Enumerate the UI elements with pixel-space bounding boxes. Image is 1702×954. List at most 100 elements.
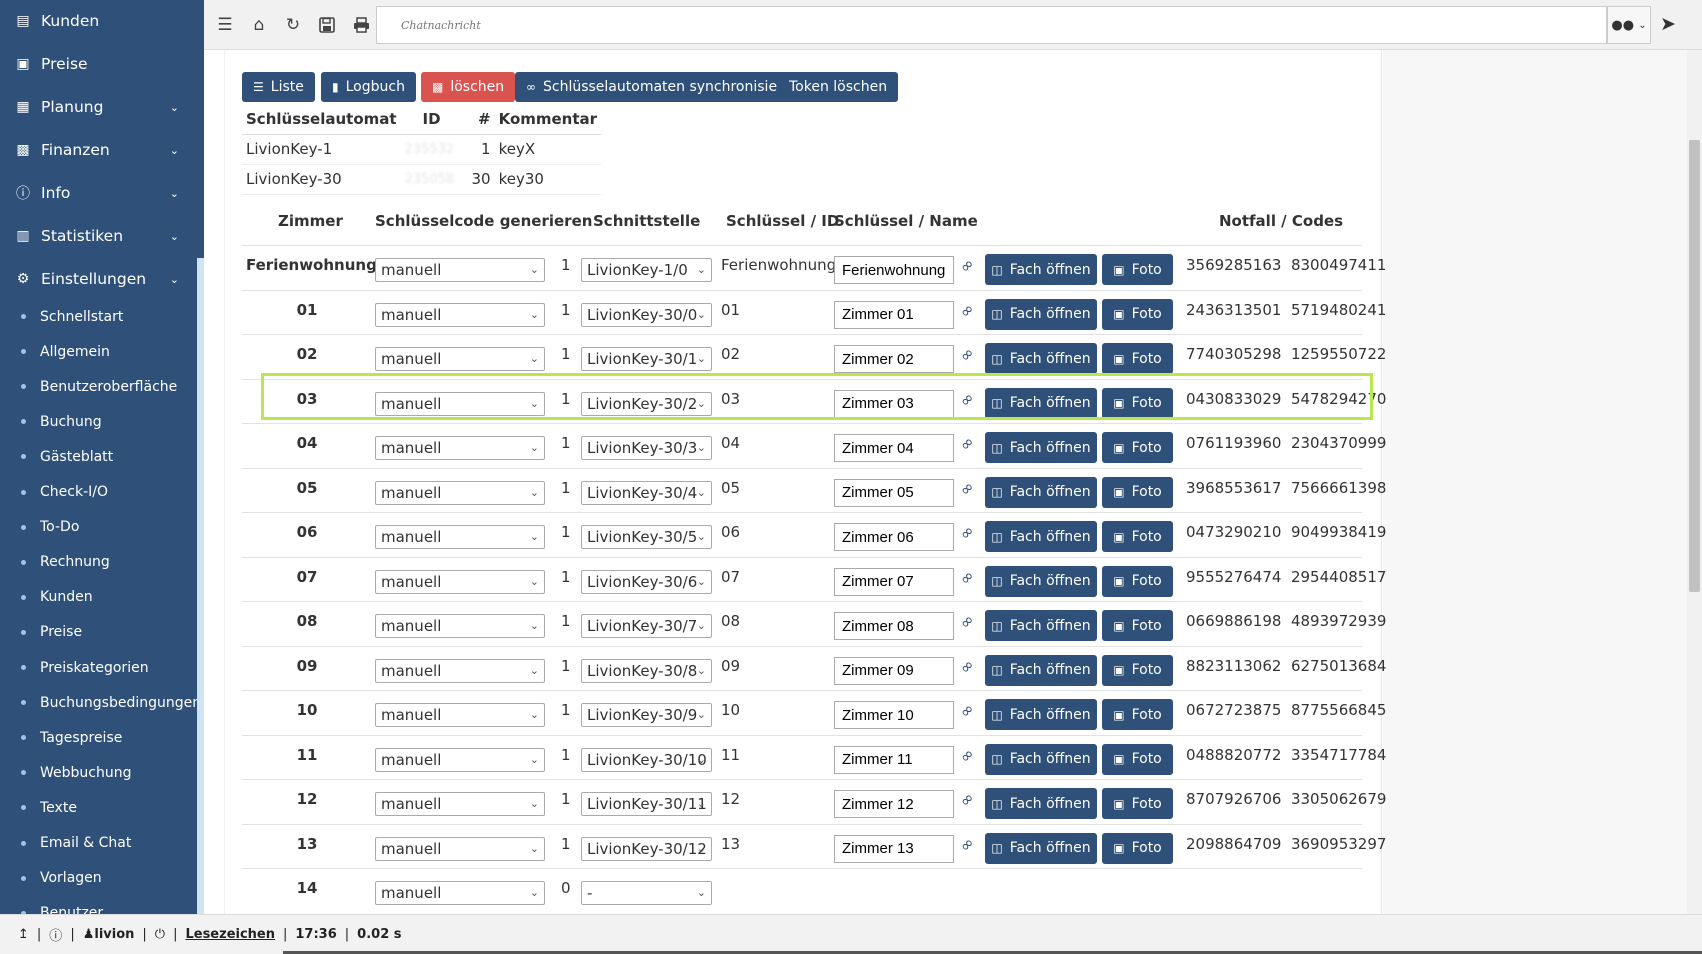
code-select[interactable]: manuell ⌄	[375, 391, 545, 416]
key-name-input[interactable]	[834, 523, 954, 551]
code-select[interactable]: manuell ⌄	[375, 836, 545, 861]
key-name-input[interactable]	[834, 701, 954, 729]
link-icon[interactable]: ∞	[955, 254, 979, 277]
photo-button[interactable]: ▣ Foto	[1102, 254, 1173, 285]
print-icon[interactable]	[349, 13, 373, 37]
key-name-input[interactable]	[834, 434, 954, 462]
open-compartment-button[interactable]: ◫ Fach öffnen	[985, 788, 1097, 819]
link-icon[interactable]: ∞	[955, 387, 979, 411]
key-name-input[interactable]	[834, 790, 954, 818]
sidebar-subitem[interactable]: Buchungsbedingungen	[0, 685, 201, 720]
sidebar-item-kunden[interactable]: ▤ Kunden	[0, 0, 197, 42]
photo-button[interactable]: ▣ Foto	[1102, 343, 1173, 374]
code-select[interactable]: manuell ⌄	[375, 347, 545, 371]
key-name-input[interactable]	[834, 567, 954, 596]
code-select[interactable]: manuell ⌄	[375, 658, 545, 683]
key-name-input[interactable]	[834, 612, 954, 640]
sidebar-subitem[interactable]: To-Do	[0, 510, 197, 545]
chat-message-input[interactable]	[376, 6, 1607, 44]
sidebar-subitem[interactable]: Rechnung	[0, 545, 197, 580]
power-icon[interactable]: ⏻	[154, 927, 166, 942]
scroll-up-icon[interactable]: ↥	[18, 927, 29, 942]
photo-button[interactable]: ▣ Foto	[1102, 654, 1173, 686]
code-select[interactable]: manuell ⌄	[375, 747, 545, 772]
key-name-input[interactable]	[834, 478, 954, 507]
key-name-input[interactable]	[834, 256, 954, 284]
code-select[interactable]: manuell ⌄	[375, 792, 545, 816]
open-compartment-button[interactable]: ◫ Fach öffnen	[985, 254, 1097, 285]
link-icon[interactable]: ∞	[955, 654, 979, 678]
sidebar-subitem[interactable]: Benutzer	[0, 896, 197, 914]
send-icon[interactable]: ➤	[1660, 13, 1676, 35]
code-select[interactable]: manuell ⌄	[375, 569, 545, 594]
sidebar-item-statistiken[interactable]: ▥ Statistiken ⌄	[0, 215, 197, 257]
photo-button[interactable]: ▣ Foto	[1102, 521, 1173, 552]
refresh-icon[interactable]: ↻	[285, 15, 301, 35]
photo-button[interactable]: ▣ Foto	[1102, 387, 1173, 419]
interface-select[interactable]: LivionKey-30/9 ⌄	[581, 703, 712, 727]
sidebar-subitem[interactable]: Vorlagen	[0, 861, 197, 896]
key-name-input[interactable]	[834, 345, 954, 373]
link-icon[interactable]: ∞	[955, 610, 979, 633]
code-select[interactable]: manuell ⌄	[375, 525, 545, 549]
open-compartment-button[interactable]: ◫ Fach öffnen	[985, 476, 1097, 508]
open-compartment-button[interactable]: ◫ Fach öffnen	[985, 432, 1097, 463]
photo-button[interactable]: ▣ Foto	[1102, 699, 1173, 730]
interface-select[interactable]: LivionKey-30/6 ⌄	[581, 569, 712, 594]
sidebar-subitem[interactable]: Preise	[0, 615, 197, 650]
interface-select[interactable]: LivionKey-30/5 ⌄	[581, 525, 712, 549]
key-name-input[interactable]	[834, 834, 954, 863]
sidebar-subitem[interactable]: Webbuchung	[0, 755, 197, 790]
interface-select[interactable]: LivionKey-30/7 ⌄	[581, 614, 712, 638]
sidebar-subitem[interactable]: Preiskategorien	[0, 650, 197, 685]
link-icon[interactable]: ∞	[955, 743, 979, 767]
key-name-input[interactable]	[834, 745, 954, 774]
sidebar-subitem[interactable]: Buchung	[0, 404, 197, 439]
sidebar-subitem[interactable]: Email & Chat	[0, 826, 197, 861]
scrollbar-thumb[interactable]	[1689, 140, 1700, 592]
logbuch-button[interactable]: ▮ Logbuch	[321, 72, 416, 102]
users-dropdown-button[interactable]: ●● ⌄	[1607, 6, 1651, 44]
code-select[interactable]: manuell ⌄	[375, 614, 545, 638]
code-select[interactable]: manuell ⌄	[375, 703, 545, 727]
interface-select[interactable]: LivionKey-30/2 ⌄	[581, 391, 712, 416]
photo-button[interactable]: ▣ Foto	[1102, 476, 1173, 508]
menu-icon[interactable]: ☰	[217, 15, 233, 35]
link-icon[interactable]: ∞	[955, 699, 979, 722]
sidebar-subitem[interactable]: Check-I/O	[0, 475, 197, 510]
interface-select[interactable]: LivionKey-30/10 ⌄	[581, 747, 712, 772]
photo-button[interactable]: ▣ Foto	[1102, 298, 1173, 330]
interface-select[interactable]: LivionKey-30/12 ⌄	[581, 836, 712, 861]
home-icon[interactable]: ⌂	[253, 15, 265, 35]
sidebar-item-info[interactable]: ⓘ Info ⌄	[0, 172, 197, 214]
interface-select[interactable]: LivionKey-30/1 ⌄	[581, 347, 712, 371]
sidebar-subitem[interactable]: Gästeblatt	[0, 439, 197, 474]
interface-select[interactable]: LivionKey-30/3 ⌄	[581, 436, 712, 460]
photo-button[interactable]: ▣ Foto	[1102, 788, 1173, 819]
code-select[interactable]: manuell ⌄	[375, 258, 545, 282]
open-compartment-button[interactable]: ◫ Fach öffnen	[985, 298, 1097, 330]
open-compartment-button[interactable]: ◫ Fach öffnen	[985, 832, 1097, 864]
open-compartment-button[interactable]: ◫ Fach öffnen	[985, 343, 1097, 374]
sidebar-subitem[interactable]: Schnellstart	[0, 299, 197, 334]
open-compartment-button[interactable]: ◫ Fach öffnen	[985, 654, 1097, 686]
link-icon[interactable]: ∞	[955, 832, 979, 856]
open-compartment-button[interactable]: ◫ Fach öffnen	[985, 699, 1097, 730]
sidebar-subitem[interactable]: Texte	[0, 790, 197, 825]
photo-button[interactable]: ▣ Foto	[1102, 610, 1173, 641]
open-compartment-button[interactable]: ◫ Fach öffnen	[985, 610, 1097, 641]
interface-select[interactable]: LivionKey-30/11 ⌄	[581, 792, 712, 816]
interface-select[interactable]: LivionKey-30/8 ⌄	[581, 658, 712, 683]
link-icon[interactable]: ∞	[955, 432, 979, 455]
link-icon[interactable]: ∞	[955, 298, 979, 322]
link-icon[interactable]: ∞	[955, 343, 979, 366]
liste-button[interactable]: ☰ Liste	[242, 72, 315, 102]
code-select[interactable]: manuell ⌄	[375, 480, 545, 505]
interface-select[interactable]: - ⌄	[581, 881, 712, 905]
open-compartment-button[interactable]: ◫ Fach öffnen	[985, 521, 1097, 552]
sidebar-subitem[interactable]: Benutzeroberfläche	[0, 369, 197, 404]
open-compartment-button[interactable]: ◫ Fach öffnen	[985, 387, 1097, 419]
photo-button[interactable]: ▣ Foto	[1102, 743, 1173, 775]
link-icon[interactable]: ∞	[955, 788, 979, 811]
code-select[interactable]: manuell ⌄	[375, 881, 545, 905]
